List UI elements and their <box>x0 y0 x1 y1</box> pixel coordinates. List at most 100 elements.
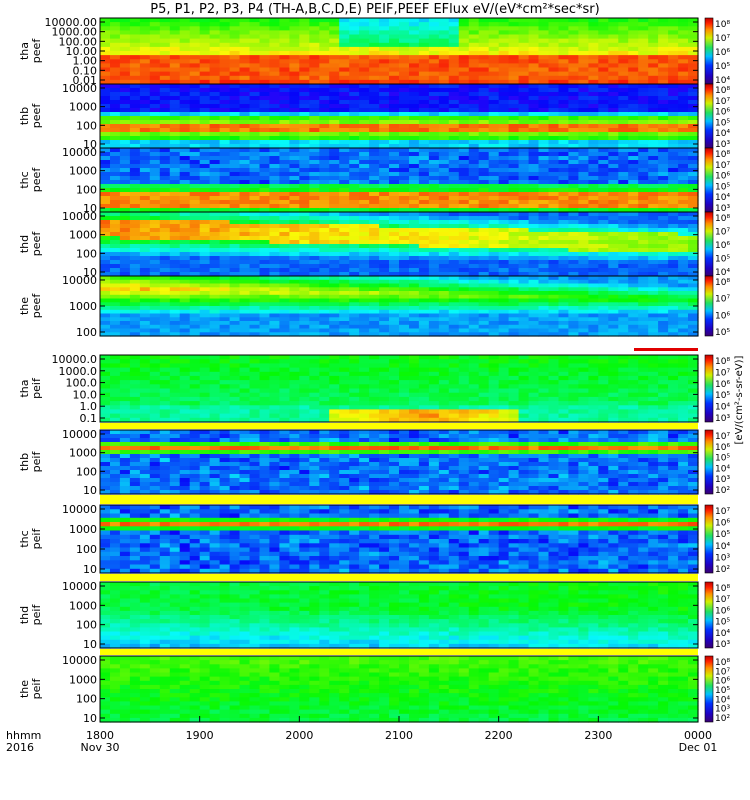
colorbar-tick-label: 10³ <box>715 204 730 214</box>
panel-peef_d: 10000 1000 100 10 thd peef 10⁸ 10⁷ 10⁶ 10⁵ 10⁴ <box>18 210 730 279</box>
colorbar-tick-label: 10⁸ <box>715 584 730 594</box>
y-tick-label: 100 <box>76 619 97 632</box>
colorbar-tick-label: 10² <box>715 486 730 496</box>
y-axis-label: thb <box>18 453 31 471</box>
colorbar-tick-label: 10³ <box>715 705 730 715</box>
y-tick-label: 1000 <box>69 165 97 178</box>
colorbar-tick-label: 10⁶ <box>715 311 730 321</box>
colorbar-tick-label: 10⁵ <box>715 686 730 696</box>
y-tick-label: 1000.00 <box>52 26 98 39</box>
y-tick-label: 10 <box>83 266 97 279</box>
y-axis-label: peif <box>30 528 43 550</box>
panel-gap <box>100 574 698 581</box>
colorbar-tick-label: 10⁵ <box>715 530 730 540</box>
colorbar <box>704 655 714 723</box>
colorbar-tick-label: 10⁶ <box>715 108 730 118</box>
y-tick-label: 10 <box>83 138 97 151</box>
colorbar-tick-label: 10⁸ <box>715 20 730 30</box>
y-tick-label: 1000 <box>69 229 97 242</box>
colorbar-tick-label: 10² <box>715 565 730 575</box>
colorbar-tick-label: 10⁶ <box>715 606 730 616</box>
y-tick-label: 10 <box>83 563 97 576</box>
y-tick-label: 10000.0 <box>52 353 98 366</box>
colorbar-tick-label: 10³ <box>715 140 730 150</box>
y-axis-label: tha <box>18 42 31 60</box>
y-tick-label: 10 <box>83 484 97 497</box>
y-tick-label: 10 <box>83 712 97 725</box>
y-tick-label: 10000.00 <box>45 16 98 29</box>
colorbar-unit-label: [eV/(cm²-s-sr-eV)] <box>734 355 745 444</box>
data-flag-bar <box>634 348 698 351</box>
y-tick-label: 1000 <box>69 673 97 686</box>
y-axis-label: peef <box>30 293 43 319</box>
y-tick-label: 10000 <box>62 580 97 593</box>
x-tick-label: 2300 <box>584 729 612 742</box>
colorbar <box>704 211 714 277</box>
x-tick-sublabel: Nov 30 <box>81 741 120 754</box>
colorbar-tick-label: 10⁸ <box>715 86 730 96</box>
colorbar-tick-label: 10⁷ <box>715 507 730 517</box>
y-tick-label: 1000 <box>69 101 97 114</box>
colorbar-tick-label: 10⁶ <box>715 172 730 182</box>
y-tick-label: 1000 <box>69 523 97 536</box>
y-tick-label: 10 <box>83 638 97 651</box>
colorbar-tick-label: 10² <box>715 714 730 724</box>
x-tick-label: 1900 <box>186 729 214 742</box>
y-axis-label: thd <box>18 235 31 253</box>
panel-peif_e: 10000 1000 100 10 the peif 10⁸10⁷10⁶10⁵10⁴10³1… <box>18 654 730 725</box>
colorbar <box>704 354 714 423</box>
x-row-label: hhmm <box>6 729 41 742</box>
colorbar-tick-label: 10³ <box>715 553 730 563</box>
colorbar <box>704 147 714 213</box>
colorbar <box>704 429 714 495</box>
y-tick-label: 10000 <box>62 503 97 516</box>
y-axis-label: peif <box>30 377 43 399</box>
colorbar-tick-label: 10⁴ <box>715 403 730 413</box>
panel-gap <box>100 649 698 655</box>
colorbar-tick-label: 10⁴ <box>715 268 730 278</box>
y-tick-label: 100.00 <box>59 35 98 48</box>
colorbar-tick-label: 10⁷ <box>715 228 730 238</box>
y-axis-label: thc <box>18 530 31 547</box>
colorbar-tick-label: 10⁵ <box>715 391 730 401</box>
colorbar-tick-label: 10⁸ <box>715 658 730 668</box>
x-year-label: 2016 <box>6 741 34 754</box>
colorbar-tick-label: 10⁶ <box>715 677 730 687</box>
colorbar-tick-label: 10⁵ <box>715 182 730 192</box>
colorbar-tick-label: 10⁴ <box>715 695 730 705</box>
colorbar-tick-label: 10⁸ <box>715 357 730 367</box>
colorbar-tick-label: 10⁷ <box>715 34 730 44</box>
x-tick-label: 2100 <box>385 729 413 742</box>
y-tick-label: 100 <box>76 465 97 478</box>
panel-frame <box>99 581 699 649</box>
y-tick-label: 10000 <box>62 274 97 287</box>
colorbar-tick-label: 10³ <box>715 640 730 650</box>
colorbar-tick-label: 10⁶ <box>715 443 730 453</box>
y-tick-label: 1.0 <box>80 400 98 413</box>
y-axis-label: peef <box>30 38 43 64</box>
y-tick-label: 1000 <box>69 599 97 612</box>
chart-title: P5, P1, P2, P3, P4 (TH-A,B,C,D,E) PEIF,P… <box>150 2 600 17</box>
y-tick-label: 10.00 <box>66 45 98 58</box>
x-tick-sublabel: Dec 01 <box>679 741 718 754</box>
colorbar-tick-label: 10⁴ <box>715 129 730 139</box>
x-tick-label: 0000 <box>684 729 712 742</box>
y-tick-label: 0.1 <box>80 412 98 425</box>
y-tick-label: 100 <box>76 119 97 132</box>
colorbar <box>704 275 714 337</box>
y-axis-label: peif <box>30 451 43 473</box>
x-tick-label: 1800 <box>86 729 114 742</box>
colorbar-tick-label: 10⁴ <box>715 542 730 552</box>
colorbar-tick-label: 10⁷ <box>715 368 730 378</box>
y-axis-label: thb <box>18 107 31 125</box>
colorbar <box>704 581 714 649</box>
colorbar-tick-label: 10⁴ <box>715 76 730 86</box>
panel-peef_e: 10000 1000 100 the peef 10⁸ 10⁷ 10⁶ 10⁵ <box>18 274 730 339</box>
